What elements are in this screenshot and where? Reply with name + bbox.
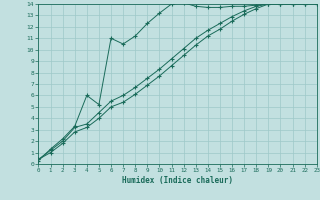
- X-axis label: Humidex (Indice chaleur): Humidex (Indice chaleur): [122, 176, 233, 185]
